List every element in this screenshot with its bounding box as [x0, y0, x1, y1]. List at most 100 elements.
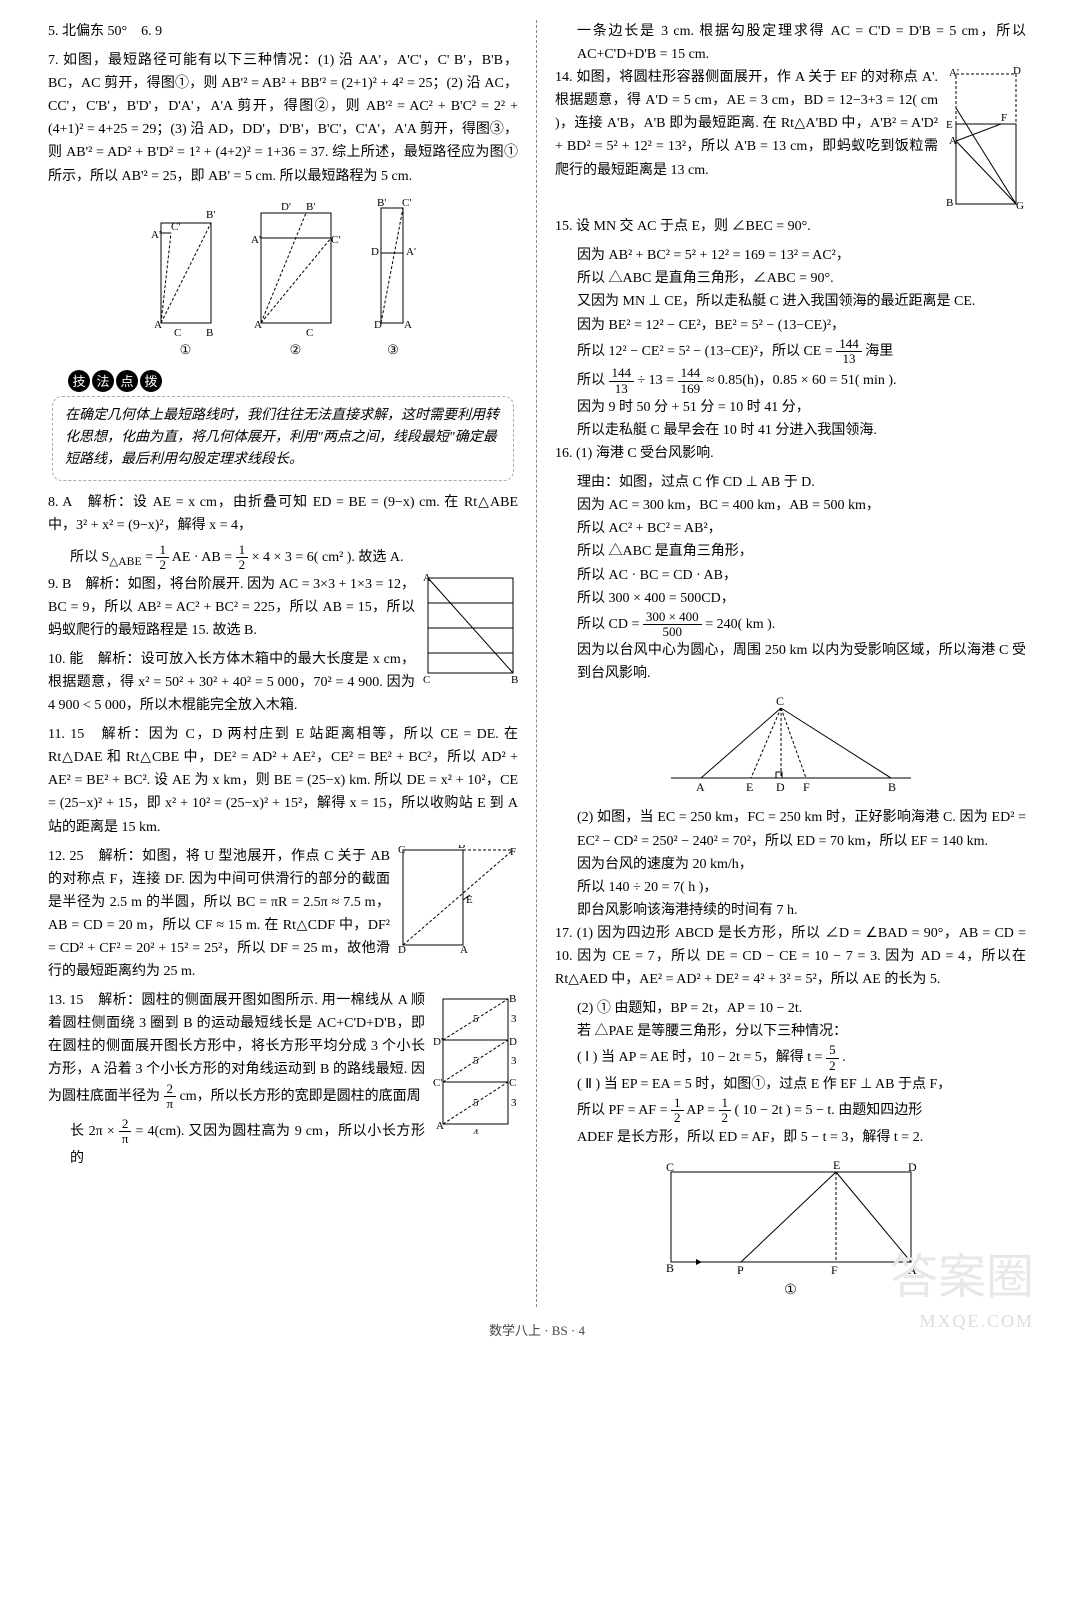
tip-char: 技 — [68, 370, 90, 392]
item-17a: 17. (1) 因为四边形 ABCD 是长方形，所以 ∠D = ∠BAD = 9… — [555, 922, 1026, 991]
item-15c: 所以 △ABC 是直角三角形，∠ABC = 90°. — [555, 267, 1026, 290]
fig-17: CE D BP FA ① — [555, 1157, 1026, 1299]
svg-text:C: C — [174, 327, 181, 338]
fig-7-1: A'C' B' AC B ① — [146, 198, 226, 358]
item-16i: 因为以台风中心为圆心，周围 250 km 以内为受影响区域，所以海港 C 受到台… — [555, 639, 1026, 685]
item-11: 11. 15 解析：因为 C，D 两村庄到 E 站距离相等，所以 CE = DE… — [48, 723, 518, 838]
svg-text:B': B' — [377, 198, 386, 209]
item-15a: 15. 设 MN 交 AC 于点 E，则 ∠BEC = 90°. — [555, 215, 1026, 238]
svg-text:D: D — [374, 319, 382, 331]
item-16f: 所以 AC · BC = CD · AB， — [555, 564, 1026, 587]
fig-label: ① — [180, 342, 192, 357]
figure-row-7: A'C' B' AC B ① D'B' A'C' AC ② — [48, 198, 518, 358]
tip-box: 在确定几何体上最短路线时，我们往往无法直接求解，这时需要利用转化思想，化曲为直，… — [52, 396, 514, 481]
item-13-cont: 一条边长是 3 cm. 根据勾股定理求得 AC = C'D = D'B = 5 … — [555, 20, 1026, 66]
svg-text:E: E — [466, 894, 473, 906]
item-16g: 所以 300 × 400 = 500CD， — [555, 587, 1026, 610]
svg-text:B': B' — [306, 201, 315, 213]
svg-text:A: A — [696, 780, 705, 793]
item-15g: 所以 14413 ÷ 13 = 144169 ≈ 0.85(h)，0.85 × … — [555, 366, 1026, 396]
svg-text:5: 5 — [473, 1055, 479, 1067]
fig-9: AB C — [423, 573, 518, 683]
svg-text:A: A — [423, 573, 431, 584]
item-15e: 因为 BE² = 12² − CE²，BE² = 5² − (13−CE)²， — [555, 314, 1026, 337]
svg-text:A: A — [436, 1120, 444, 1132]
item-14: A'D EF AB G 14. 如图，将圆柱形容器侧面展开，作 A 关于 EF … — [555, 66, 1026, 181]
item-13: B3 D'D 53 C'C 53 A5 4 13. 15 解析：圆柱的侧面展开图… — [48, 989, 518, 1111]
svg-text:F: F — [831, 1263, 838, 1277]
item-16m: 即台风影响该海港持续的时间有 7 h. — [555, 899, 1026, 922]
item-15h: 因为 9 时 50 分 + 51 分 = 10 时 41 分， — [555, 396, 1026, 419]
item-15f: 所以 12² − CE² = 5² − (13−CE)²，所以 CE = 144… — [555, 337, 1026, 367]
svg-text:A: A — [404, 319, 412, 331]
fig-7-3: B'C' DA' DA ③ — [366, 198, 421, 358]
svg-text:B: B — [509, 993, 516, 1005]
item-17c: 若 △PAE 是等腰三角形，分以下三种情况： — [555, 1020, 1026, 1043]
svg-text:C: C — [776, 694, 784, 708]
item-16l: 所以 140 ÷ 20 = 7( h )， — [555, 876, 1026, 899]
svg-text:A': A' — [151, 229, 161, 241]
item-16c: 因为 AC = 300 km，BC = 400 km，AB = 500 km， — [555, 494, 1026, 517]
item-16e: 所以 △ABC 是直角三角形， — [555, 540, 1026, 563]
item-15d: 又因为 MN ⊥ CE，所以走私艇 C 进入我国领海的最近距离是 CE. — [555, 290, 1026, 313]
svg-text:D: D — [398, 944, 406, 955]
right-column: 一条边长是 3 cm. 根据勾股定理求得 AC = C'D = D'B = 5 … — [537, 20, 1044, 1307]
item-15b: 因为 AB² + BC² = 5² + 12² = 169 = 13² = AC… — [555, 244, 1026, 267]
svg-text:B: B — [888, 780, 896, 793]
fig-7-2: D'B' A'C' AC ② — [246, 198, 346, 358]
item-16d: 所以 AC² + BC² = AB²， — [555, 517, 1026, 540]
svg-text:C: C — [423, 674, 430, 683]
item-16k: 因为台风的速度为 20 km/h， — [555, 853, 1026, 876]
fig-label: ③ — [387, 342, 399, 357]
svg-text:D: D — [509, 1036, 517, 1048]
svg-text:A: A — [949, 135, 957, 147]
svg-text:C: C — [509, 1077, 516, 1089]
fig-label: ② — [290, 342, 302, 357]
svg-text:B: B — [946, 197, 953, 209]
item-9: AB C 9. B 解析：如图，将台阶展开. 因为 AC = 3×3 + 1×3… — [48, 573, 518, 642]
fig-14: A'D EF AB G — [946, 66, 1026, 211]
item-5-6: 5. 北偏东 50° 6. 9 — [48, 20, 518, 43]
item-17f: 所以 PF = AF = 12 AP = 12 ( 10 − 2t ) = 5 … — [555, 1096, 1026, 1126]
item-17e: ( Ⅱ ) 当 EP = EA = 5 时，如图①，过点 E 作 EF ⊥ AB… — [555, 1073, 1026, 1096]
svg-text:G: G — [1016, 200, 1024, 211]
svg-text:A': A' — [406, 246, 416, 258]
svg-text:B': B' — [206, 209, 215, 221]
fig-13: B3 D'D 53 C'C 53 A5 4 — [433, 989, 518, 1134]
svg-text:P: P — [737, 1263, 744, 1277]
tip-char: 法 — [92, 370, 114, 392]
item-8b: 所以 S△ABE = 12 AE · AB = 12 × 4 × 3 = 6( … — [48, 543, 518, 573]
svg-text:E: E — [746, 780, 753, 793]
svg-text:D': D' — [433, 1036, 443, 1048]
item-15i: 所以走私艇 C 最早会在 10 时 41 分进入我国领海. — [555, 419, 1026, 442]
svg-text:C': C' — [331, 234, 340, 246]
tip-header: 技 法 点 拨 — [68, 370, 518, 392]
svg-text:F: F — [510, 846, 516, 858]
item-7: 7. 如图，最短路径可能有以下三种情况：(1) 沿 AA'，A'C'，C' B'… — [48, 49, 518, 188]
svg-text:C': C' — [433, 1077, 442, 1089]
svg-text:C: C — [398, 845, 405, 856]
svg-text:D: D — [776, 780, 785, 793]
svg-text:D': D' — [281, 201, 291, 213]
item-17d: ( Ⅰ ) 当 AP = AE 时，10 − 2t = 5，解得 t = 52 … — [555, 1043, 1026, 1073]
footer: 数学八上 · BS · 4 — [0, 1320, 1074, 1339]
svg-text:5: 5 — [473, 1013, 479, 1025]
svg-text:A: A — [908, 1263, 917, 1277]
svg-text:B: B — [666, 1261, 674, 1275]
svg-text:B: B — [206, 327, 213, 338]
svg-text:C: C — [306, 327, 313, 338]
svg-text:5: 5 — [473, 1097, 479, 1109]
svg-text:E: E — [946, 119, 953, 131]
item-16h: 所以 CD = 300 × 400500 = 240( km ). — [555, 610, 1026, 640]
svg-text:B: B — [458, 845, 465, 851]
item-16b: 理由：如图，过点 C 作 CD ⊥ AB 于 D. — [555, 471, 1026, 494]
svg-text:3: 3 — [511, 1013, 517, 1025]
svg-text:C: C — [666, 1160, 674, 1174]
svg-text:3: 3 — [511, 1055, 517, 1067]
svg-text:D: D — [371, 246, 379, 258]
item-8a: 8. A 解析：设 AE = x cm，由折叠可知 ED = BE = (9−x… — [48, 491, 518, 537]
item-17g: ADEF 是长方形，所以 ED = AF，即 5 − t = 3，解得 t = … — [555, 1126, 1026, 1149]
svg-text:D: D — [1013, 66, 1021, 77]
svg-text:A: A — [254, 319, 262, 331]
svg-text:E: E — [833, 1158, 840, 1172]
